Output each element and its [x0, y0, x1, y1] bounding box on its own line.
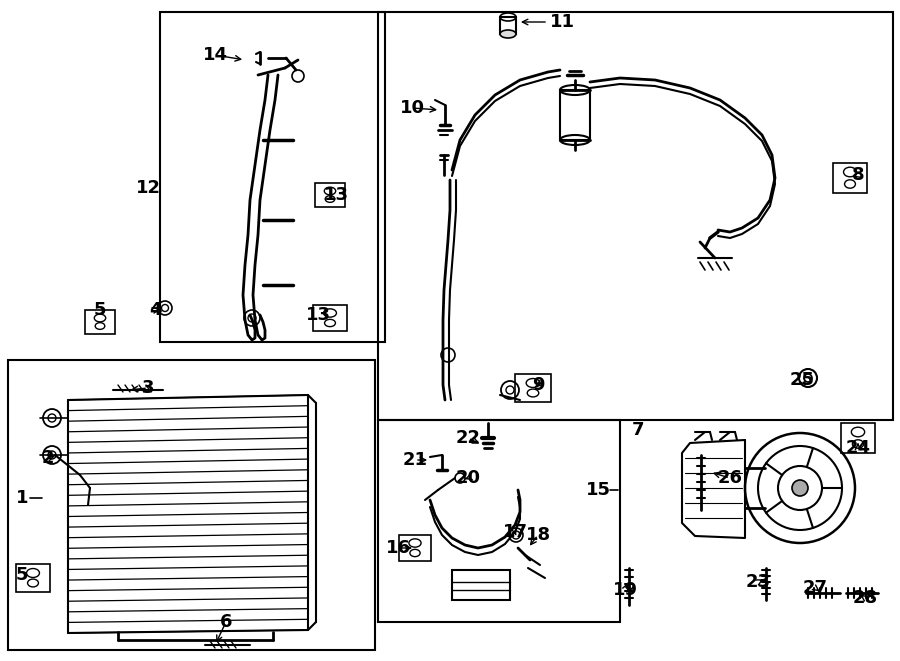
Text: 23: 23 [745, 573, 770, 591]
Bar [315, 183, 345, 207]
Bar [833, 163, 867, 193]
Text: 22: 22 [455, 429, 481, 447]
Bar [500, 17, 516, 34]
Bar [378, 420, 620, 622]
Text: 25: 25 [789, 371, 814, 389]
Bar [560, 90, 590, 140]
Text: 19: 19 [613, 581, 637, 599]
Bar [841, 423, 875, 453]
Text: 10: 10 [400, 99, 425, 117]
Bar [313, 305, 347, 331]
Text: 14: 14 [202, 46, 228, 64]
Text: 16: 16 [385, 539, 410, 557]
Bar [399, 535, 431, 561]
Ellipse shape [500, 30, 516, 38]
Text: 3: 3 [142, 379, 154, 397]
Bar [160, 12, 385, 342]
Text: 8: 8 [851, 166, 864, 184]
Circle shape [792, 480, 808, 496]
Text: 18: 18 [526, 526, 551, 544]
Bar [16, 564, 50, 592]
Bar [515, 374, 551, 402]
Bar [378, 12, 893, 420]
Text: 2: 2 [41, 449, 54, 467]
Text: 7: 7 [632, 421, 644, 439]
Text: 15: 15 [586, 481, 610, 499]
Text: 21: 21 [402, 451, 428, 469]
Text: 17: 17 [502, 523, 527, 541]
Text: 20: 20 [455, 469, 481, 487]
Text: 12: 12 [136, 179, 160, 197]
Text: 26: 26 [717, 469, 742, 487]
Text: 28: 28 [852, 589, 878, 607]
Text: 5: 5 [94, 301, 106, 319]
Text: 1: 1 [16, 489, 28, 507]
Text: 27: 27 [803, 579, 827, 597]
Text: 9: 9 [532, 376, 544, 394]
Bar [85, 310, 115, 334]
Text: 4: 4 [148, 301, 161, 319]
Bar [452, 570, 510, 600]
Text: 13: 13 [305, 306, 330, 324]
Text: 6: 6 [220, 613, 232, 631]
Text: 24: 24 [845, 439, 870, 457]
Bar [8, 360, 375, 650]
Text: 11: 11 [550, 13, 574, 31]
Text: 5: 5 [16, 566, 28, 584]
Text: 13: 13 [323, 186, 348, 204]
